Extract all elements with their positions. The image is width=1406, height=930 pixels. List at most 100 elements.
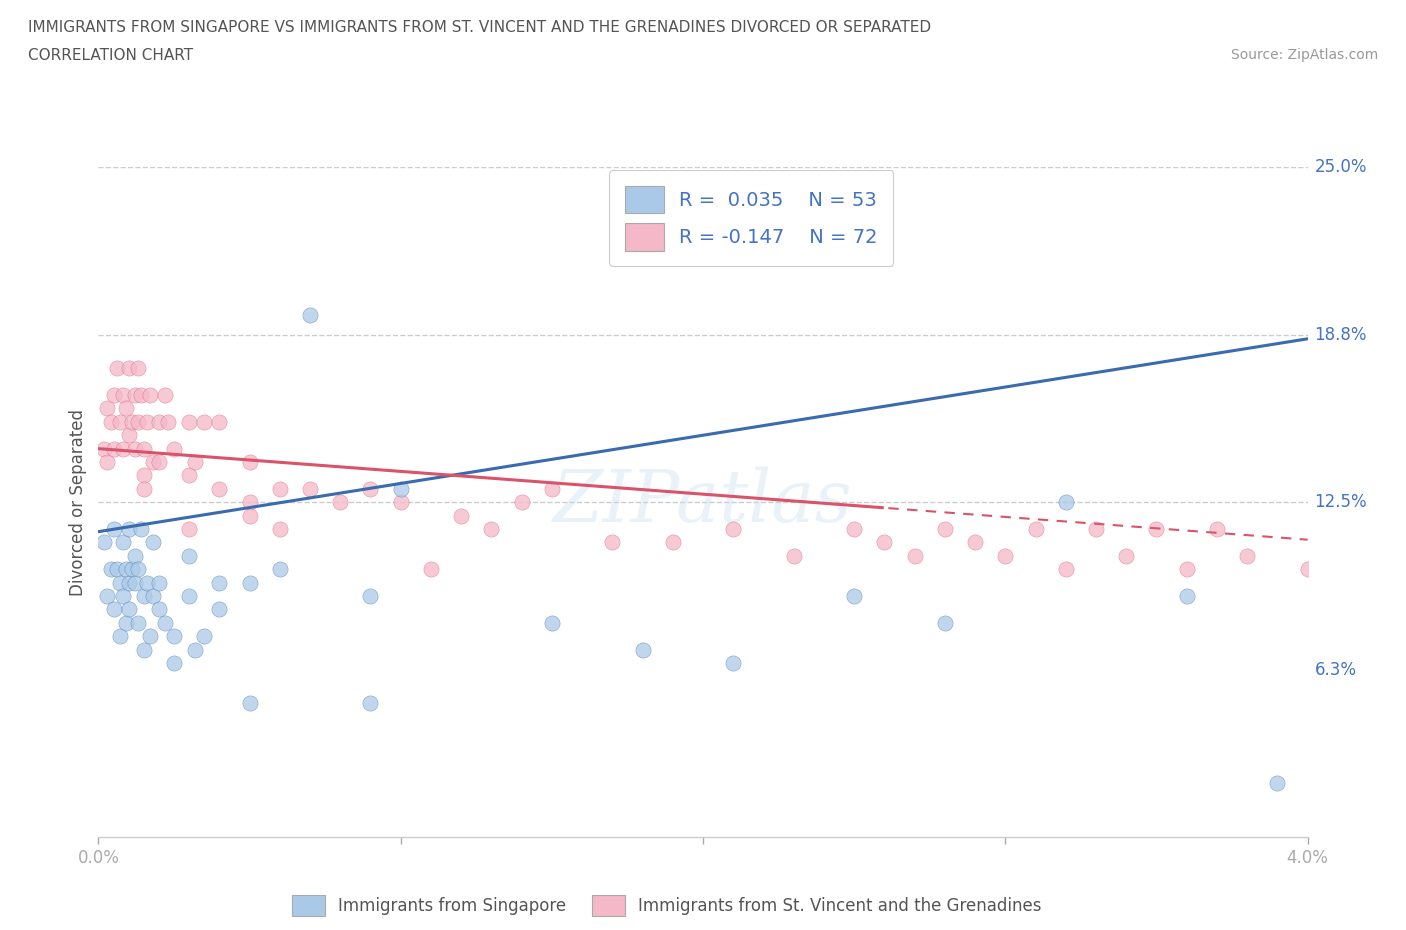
Point [129, 522, 152, 537]
Point [479, 522, 503, 537]
Point [148, 415, 170, 430]
Point [153, 388, 176, 403]
Point [1175, 589, 1198, 604]
Point [111, 589, 134, 604]
Point [359, 482, 381, 497]
Point [1024, 522, 1046, 537]
Point [602, 535, 624, 550]
Point [510, 495, 533, 510]
Point [419, 562, 441, 577]
Point [193, 629, 215, 644]
Point [111, 535, 134, 550]
Point [269, 522, 291, 537]
Text: ZIPatlas: ZIPatlas [553, 467, 853, 538]
Point [782, 549, 804, 564]
Point [124, 388, 146, 403]
Point [631, 642, 654, 657]
Point [299, 307, 322, 322]
Point [96, 401, 118, 416]
Point [135, 575, 157, 590]
Point [124, 575, 146, 590]
Point [163, 656, 186, 671]
Point [540, 616, 562, 631]
Point [93, 441, 115, 456]
Point [179, 415, 201, 430]
Point [124, 549, 146, 564]
Point [135, 415, 157, 430]
Point [965, 535, 987, 550]
Point [129, 388, 152, 403]
Point [142, 455, 165, 470]
Point [105, 361, 128, 376]
Point [239, 508, 262, 523]
Point [1054, 495, 1077, 510]
Point [1054, 562, 1077, 577]
Point [179, 589, 201, 604]
Point [1236, 549, 1258, 564]
Point [103, 602, 125, 617]
Point [299, 482, 322, 497]
Point [100, 562, 122, 577]
Point [359, 696, 381, 711]
Point [118, 575, 141, 590]
Point [239, 455, 262, 470]
Point [139, 629, 162, 644]
Point [103, 441, 125, 456]
Point [93, 535, 115, 550]
Point [723, 656, 745, 671]
Point [148, 575, 170, 590]
Point [813, 240, 835, 255]
Point [132, 482, 155, 497]
Text: Source: ZipAtlas.com: Source: ZipAtlas.com [1230, 48, 1378, 62]
Point [100, 415, 122, 430]
Point [269, 562, 291, 577]
Point [179, 522, 201, 537]
Text: 6.3%: 6.3% [1315, 660, 1357, 679]
Point [127, 562, 149, 577]
Point [1296, 562, 1319, 577]
Point [108, 415, 131, 430]
Text: IMMIGRANTS FROM SINGAPORE VS IMMIGRANTS FROM ST. VINCENT AND THE GRENADINES DIVO: IMMIGRANTS FROM SINGAPORE VS IMMIGRANTS … [28, 20, 931, 35]
Text: 12.5%: 12.5% [1315, 493, 1367, 512]
Point [105, 562, 128, 577]
Point [179, 468, 201, 483]
Point [329, 495, 352, 510]
Point [142, 589, 165, 604]
Point [111, 388, 134, 403]
Point [156, 415, 179, 430]
Point [148, 602, 170, 617]
Point [193, 415, 215, 430]
Point [121, 415, 143, 430]
Point [127, 616, 149, 631]
Point [163, 441, 186, 456]
Point [934, 616, 956, 631]
Point [239, 495, 262, 510]
Text: 18.8%: 18.8% [1315, 326, 1367, 344]
Point [118, 522, 141, 537]
Point [111, 441, 134, 456]
Point [132, 589, 155, 604]
Point [184, 642, 207, 657]
Point [96, 589, 118, 604]
Y-axis label: Divorced or Separated: Divorced or Separated [69, 408, 87, 596]
Point [1205, 522, 1229, 537]
Point [179, 549, 201, 564]
Point [114, 562, 136, 577]
Point [132, 642, 155, 657]
Point [239, 696, 262, 711]
Point [540, 482, 562, 497]
Point [661, 535, 683, 550]
Point [118, 361, 141, 376]
Point [139, 388, 162, 403]
Point [132, 468, 155, 483]
Text: CORRELATION CHART: CORRELATION CHART [28, 48, 193, 63]
Point [1115, 549, 1137, 564]
Point [124, 441, 146, 456]
Point [450, 508, 472, 523]
Point [359, 589, 381, 604]
Point [1144, 522, 1167, 537]
Point [723, 522, 745, 537]
Point [844, 589, 866, 604]
Point [132, 441, 155, 456]
Point [96, 455, 118, 470]
